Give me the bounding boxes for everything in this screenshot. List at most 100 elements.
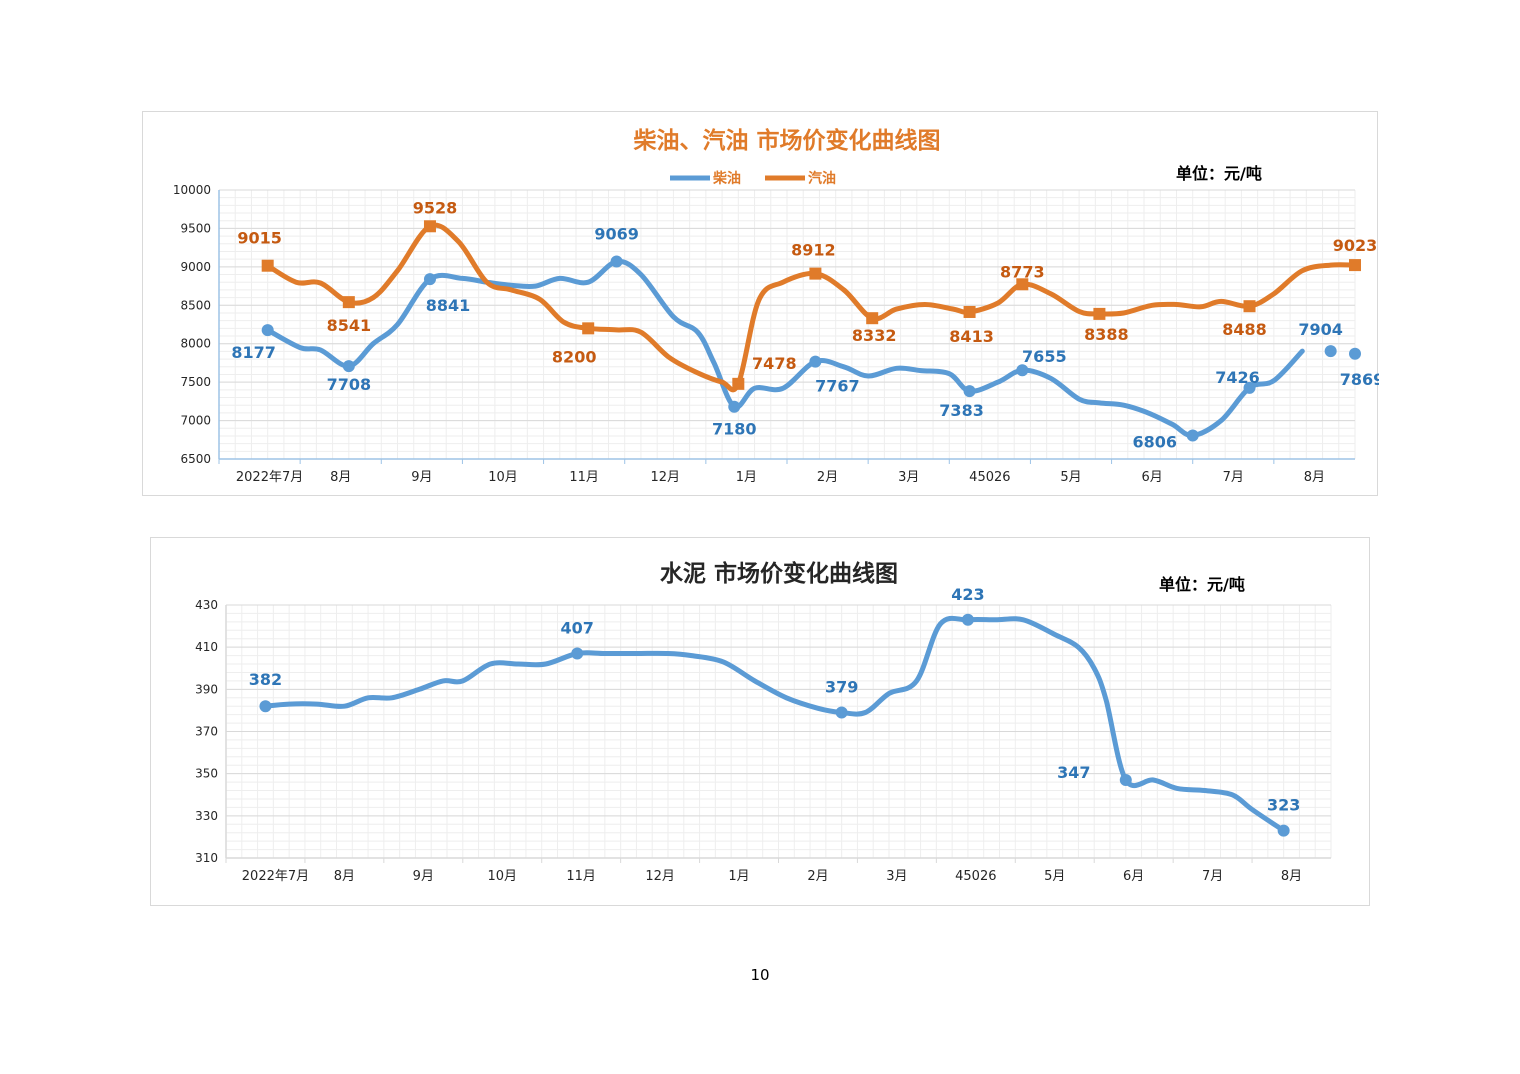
- data-point-marker: [610, 255, 623, 268]
- data-label: 8332: [852, 326, 897, 345]
- data-point-marker: [342, 360, 355, 373]
- data-label: 8541: [327, 316, 372, 335]
- data-label: 9015: [237, 229, 282, 248]
- x-tick-label: 7月: [1223, 470, 1244, 485]
- data-point-marker: [1324, 345, 1337, 358]
- data-label: 8200: [552, 347, 597, 366]
- data-point-marker: [261, 324, 274, 337]
- data-label: 7426: [1215, 368, 1260, 387]
- data-point-marker: [423, 273, 436, 286]
- data-label: 347: [1057, 763, 1090, 782]
- grid: [225, 604, 1332, 859]
- data-label: 7655: [1022, 347, 1067, 366]
- data-point-marker: [728, 400, 741, 413]
- data-labels: 8177 7708 8841 9069 7180 7767 7383 7655 6806 7426…: [231, 198, 1379, 451]
- data-point-marker: [1277, 824, 1290, 837]
- axes: 6500 7000 7500 8000 8500 9000 9500 10000 2022年7月…: [173, 183, 1355, 485]
- page-number: 10: [750, 966, 770, 984]
- data-point-marker: [582, 322, 595, 335]
- x-tick-label: 3月: [886, 869, 907, 884]
- x-tick-label: 12月: [645, 869, 675, 884]
- data-point-marker: [342, 296, 355, 309]
- y-tick-label: 7500: [180, 375, 211, 389]
- data-point-marker: [963, 385, 976, 398]
- data-point-marker: [961, 613, 974, 626]
- x-tick-label: 8月: [1304, 470, 1325, 485]
- y-tick-label: 8500: [180, 298, 211, 312]
- x-tick-label: 11月: [569, 470, 599, 485]
- data-point-marker: [963, 305, 976, 318]
- fuel-price-chart: 6500 7000 7500 8000 8500 9000 9500 10000 2022年7月…: [142, 111, 1379, 496]
- data-point-marker: [259, 700, 272, 713]
- data-point-marker: [1349, 347, 1361, 360]
- data-point-marker: [809, 267, 822, 280]
- unit-label: 单位：元/吨: [1176, 164, 1262, 183]
- series-lines: [261, 220, 1361, 442]
- data-label: 7904: [1298, 320, 1343, 339]
- data-label: 8488: [1222, 320, 1267, 339]
- x-tick-label: 12月: [651, 470, 681, 485]
- data-point-marker: [809, 355, 822, 368]
- y-tick-label: 6500: [180, 452, 211, 466]
- x-tick-label: 5月: [1044, 869, 1065, 884]
- data-point-marker: [1186, 429, 1199, 442]
- x-tick-label: 9月: [411, 470, 432, 485]
- x-tick-label: 6月: [1123, 869, 1144, 884]
- x-tick-label: 2022年7月: [242, 869, 309, 884]
- y-tick-label: 9500: [180, 221, 211, 235]
- x-tick-label: 1月: [736, 470, 757, 485]
- cement-price-chart: 310 330 350 370 390 410 430 2022年7月 8月 9月 10月 11月 12…: [150, 537, 1370, 906]
- x-tick-label: 45026: [955, 869, 996, 884]
- x-tick-label: 3月: [898, 470, 919, 485]
- y-tick-label: 9000: [180, 260, 211, 274]
- y-tick-label: 410: [195, 640, 218, 654]
- legend: 柴油 汽油: [670, 170, 836, 187]
- y-tick-label: 7000: [180, 414, 211, 428]
- data-point-marker: [732, 377, 745, 390]
- data-point-marker: [1093, 307, 1106, 320]
- data-label: 8773: [1000, 262, 1045, 281]
- x-tick-label: 7月: [1202, 869, 1223, 884]
- x-tick-label: 10月: [487, 869, 517, 884]
- y-tick-label: 310: [195, 851, 218, 865]
- data-label: 7708: [327, 375, 372, 394]
- series-line-0: [265, 258, 1305, 438]
- data-label: 382: [249, 670, 282, 689]
- data-label: 423: [951, 585, 984, 604]
- data-label: 7180: [712, 420, 757, 439]
- data-point-marker: [1016, 278, 1029, 291]
- data-point-marker: [866, 312, 879, 325]
- series-line-0: [263, 615, 1287, 834]
- y-tick-label: 390: [195, 682, 218, 696]
- legend-gasoline-label: 汽油: [808, 170, 836, 187]
- y-tick-label: 370: [195, 725, 218, 739]
- x-tick-label: 6月: [1142, 470, 1163, 485]
- data-label: 8177: [231, 343, 276, 362]
- data-label: 379: [825, 678, 858, 697]
- data-label: 7869: [1340, 370, 1379, 389]
- x-tick-label: 9月: [413, 869, 434, 884]
- x-tick-label: 2022年7月: [236, 470, 303, 485]
- data-point-marker: [1243, 300, 1256, 313]
- grid: [218, 189, 1356, 460]
- data-point-marker: [1016, 364, 1029, 377]
- x-tick-label: 10月: [488, 470, 518, 485]
- chart-title: 柴油、汽油 市场价变化曲线图: [632, 127, 940, 154]
- x-tick-label: 8月: [1281, 869, 1302, 884]
- unit-label: 单位：元/吨: [1159, 575, 1245, 594]
- x-tick-label: 1月: [728, 869, 749, 884]
- data-label: 8388: [1084, 325, 1129, 344]
- axes: 310 330 350 370 390 410 430 2022年7月 8月 9月 10月 11月 12…: [195, 598, 1331, 884]
- data-point-marker: [835, 706, 848, 719]
- data-label: 7767: [815, 377, 860, 396]
- x-tick-label: 45026: [969, 470, 1010, 485]
- data-label: 323: [1267, 796, 1300, 815]
- data-label: 7383: [939, 401, 984, 420]
- data-point-marker: [1243, 381, 1256, 394]
- data-label: 9023: [1333, 236, 1378, 255]
- data-label: 407: [561, 618, 594, 637]
- x-tick-label: 2月: [817, 470, 838, 485]
- y-tick-label: 430: [195, 598, 218, 612]
- fuel-price-chart-svg: 6500 7000 7500 8000 8500 9000 9500 10000 2022年7月…: [173, 127, 1379, 485]
- data-label: 8912: [791, 241, 836, 260]
